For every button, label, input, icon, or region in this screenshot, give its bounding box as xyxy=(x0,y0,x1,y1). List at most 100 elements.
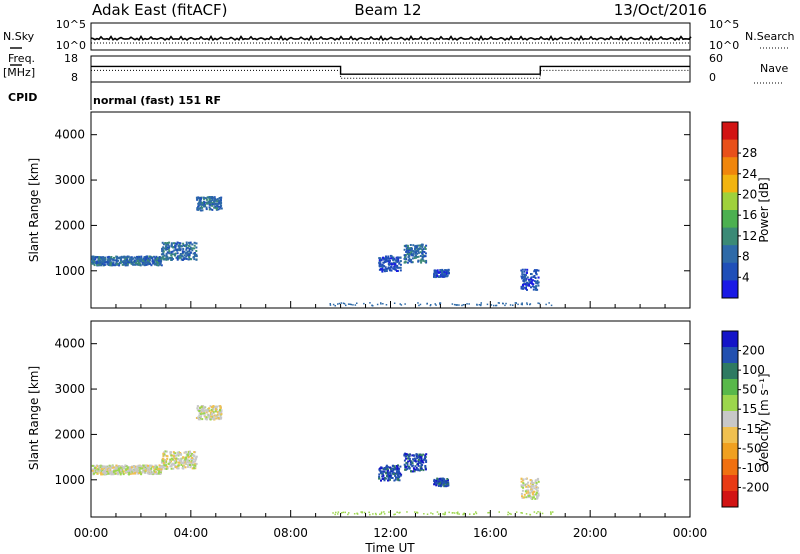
range-cell xyxy=(522,496,525,499)
range-cell xyxy=(93,470,95,473)
range-cell xyxy=(123,255,126,258)
range-cell xyxy=(205,409,207,412)
range-cell xyxy=(164,459,166,461)
range-cell xyxy=(98,470,101,473)
range-cell xyxy=(537,486,540,489)
range-cell xyxy=(522,486,525,489)
range-cell xyxy=(139,466,142,469)
range-cell xyxy=(398,476,401,478)
range-cell xyxy=(151,473,154,476)
range-cell xyxy=(144,471,146,474)
range-cell xyxy=(219,200,222,203)
range-cell xyxy=(165,450,168,453)
range-cell xyxy=(98,256,101,259)
range-cell xyxy=(193,258,196,261)
range-cell xyxy=(129,466,132,469)
range-cell xyxy=(522,482,525,485)
range-cell xyxy=(199,207,202,209)
range-cell xyxy=(216,411,219,414)
range-cell xyxy=(379,467,381,470)
range-cell xyxy=(418,244,421,247)
range-cell xyxy=(185,247,188,250)
range-cell xyxy=(497,302,500,304)
range-cell xyxy=(514,302,517,304)
range-cell xyxy=(520,492,523,495)
range-cell xyxy=(205,197,208,200)
range-cell xyxy=(417,302,419,304)
range-cell xyxy=(92,255,95,258)
range-cell xyxy=(422,461,425,464)
range-cell xyxy=(531,496,534,499)
range-cell xyxy=(136,465,139,468)
range-cell xyxy=(385,464,388,467)
range-cell xyxy=(504,304,506,307)
range-cell xyxy=(524,490,527,493)
range-cell xyxy=(393,513,395,516)
range-cell xyxy=(160,257,162,260)
range-cell xyxy=(524,268,527,271)
range-cell xyxy=(525,485,528,488)
range-cell xyxy=(133,256,136,259)
range-cell xyxy=(399,511,401,514)
range-cell xyxy=(535,270,537,273)
range-cell xyxy=(173,457,176,460)
range-cell xyxy=(130,256,133,259)
range-cell xyxy=(137,470,140,473)
range-cell xyxy=(170,245,173,248)
range-cell xyxy=(149,469,152,472)
velocity-panel: 1000 2000 3000 4000 Slant Range [km] xyxy=(27,320,691,518)
range-cell xyxy=(114,472,117,475)
range-cell xyxy=(399,472,402,475)
sky-tick-top: 10^5 xyxy=(56,18,86,31)
range-cell xyxy=(200,209,203,212)
range-cell xyxy=(535,269,538,272)
range-cell xyxy=(337,513,339,515)
velocity-y-axis: 1000 2000 3000 4000 xyxy=(54,337,691,517)
range-cell xyxy=(533,286,536,289)
range-cell xyxy=(424,248,427,250)
range-cell xyxy=(162,243,165,246)
range-cell xyxy=(528,284,530,286)
range-cell xyxy=(176,467,179,470)
range-cell xyxy=(130,260,133,262)
range-cell xyxy=(211,208,214,211)
colorbar-segment xyxy=(722,210,738,229)
range-cell xyxy=(148,472,151,475)
range-cell xyxy=(434,276,437,279)
range-cell xyxy=(548,302,550,304)
range-cell xyxy=(199,407,202,409)
range-cell xyxy=(219,415,222,418)
range-cell xyxy=(488,511,490,514)
range-cell xyxy=(162,455,165,458)
range-cell xyxy=(203,197,205,200)
range-cell xyxy=(165,247,167,250)
range-cell xyxy=(124,263,127,266)
range-cell xyxy=(535,481,538,484)
range-cell xyxy=(413,257,416,260)
range-cell xyxy=(144,464,147,467)
range-cell xyxy=(191,461,194,464)
range-cell xyxy=(423,458,426,461)
y-tick-label: 1000 xyxy=(54,473,85,487)
range-cell xyxy=(96,472,99,475)
cpid-value: normal (fast) 151 RF xyxy=(93,94,221,107)
range-cell xyxy=(381,270,384,272)
range-cell xyxy=(334,305,336,307)
range-cell xyxy=(480,302,482,304)
range-cell xyxy=(152,260,155,263)
range-cell xyxy=(385,304,388,306)
range-cell xyxy=(378,268,381,271)
range-cell xyxy=(537,511,539,513)
range-cell xyxy=(389,478,391,481)
range-cell xyxy=(533,276,535,278)
range-cell xyxy=(199,409,202,412)
range-cell xyxy=(162,464,165,467)
range-cell xyxy=(127,261,130,264)
range-cell xyxy=(520,285,523,288)
range-cell xyxy=(415,511,418,514)
range-cell xyxy=(211,413,214,416)
range-cell xyxy=(131,263,134,266)
range-cell xyxy=(419,456,422,458)
range-cell xyxy=(188,242,191,245)
colorbar-segment xyxy=(722,157,738,176)
